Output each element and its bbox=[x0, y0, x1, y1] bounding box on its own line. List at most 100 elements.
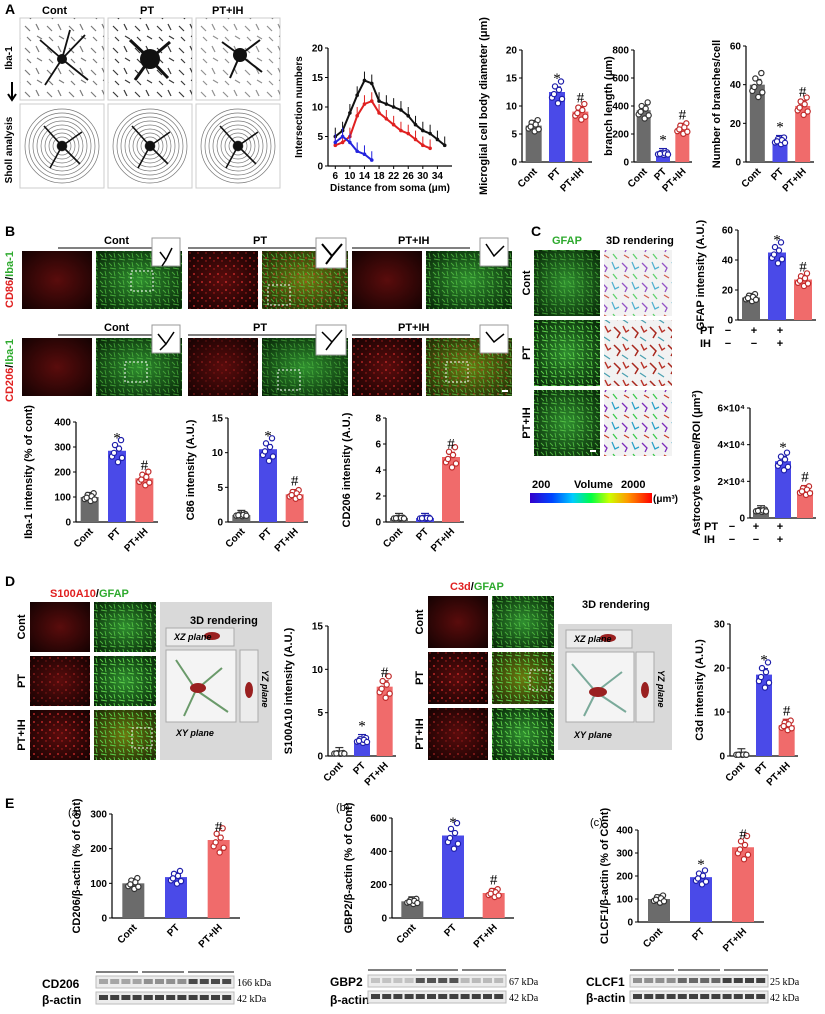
branches-ytick-label: 40 bbox=[730, 80, 742, 91]
c3d-dot-1 bbox=[765, 679, 773, 686]
cell-body-dot-0 bbox=[527, 123, 534, 130]
astro-volume-dot-0 bbox=[754, 507, 762, 515]
bands-clcf1-target-band bbox=[733, 978, 743, 983]
sholl-point-0 bbox=[421, 128, 425, 133]
c3d-dot-1 bbox=[761, 684, 769, 691]
panel-b-micrographs: Cont PT PT+IH Cont PT PT+IH bbox=[22, 235, 512, 396]
clcf1-blot-ytick-label: 400 bbox=[616, 826, 633, 837]
panel-d-right-micrographs: C3d/GFAP bbox=[428, 581, 554, 760]
cd206-dot-2 bbox=[448, 464, 456, 471]
bands-gbp2-target-band bbox=[415, 978, 425, 983]
c86-bar-1 bbox=[259, 449, 277, 522]
bands-gbp2-actin-band bbox=[471, 994, 481, 999]
iba1-category-1: PT bbox=[106, 526, 123, 543]
panel-c-row-ptih: PT+IH bbox=[521, 407, 533, 439]
c86-category-1: PT bbox=[257, 526, 274, 543]
panel-d-left-row-ptih: PT+IH bbox=[16, 719, 28, 751]
panel-d-left-row-pt: PT bbox=[16, 674, 28, 688]
s100a10-dot-2 bbox=[382, 694, 389, 701]
sholl-ring-0 bbox=[36, 120, 88, 172]
blot-gbp2-target: GBP2 bbox=[330, 975, 363, 989]
blot-clcf1: CLCF1 β-actin 25 kDa 42 kDa bbox=[586, 969, 800, 1005]
clcf1-blot-dot-1 bbox=[699, 872, 707, 880]
panel-a-row-iba1: Iba-1 bbox=[4, 46, 15, 70]
astro-volume-chart: 0 2×10⁴ 4×10⁴ 6×10⁴ Astrocyte volume/ROI (μm… bbox=[691, 390, 816, 536]
bands-gbp2-actin-band bbox=[415, 994, 425, 999]
branches-dot-0 bbox=[756, 79, 763, 86]
cd206-blot-category-2: PT+IH bbox=[197, 922, 225, 950]
sholl-ring-1 bbox=[128, 124, 172, 168]
blot-cd206-target: CD206 bbox=[42, 977, 80, 991]
branch-length-dot-0 bbox=[644, 99, 651, 106]
c86-chart: 0 5 10 15 C86 intensity (A.U.) Cont * PT # PT+IH bbox=[185, 414, 308, 554]
iba1-category-2: PT+IH bbox=[122, 526, 150, 554]
panel-c-col-gfap: GFAP bbox=[552, 235, 582, 247]
sholl-ring-0 bbox=[40, 124, 84, 168]
iba1-dot-1 bbox=[114, 458, 122, 466]
c3d-dot-1 bbox=[762, 668, 770, 676]
cd206-category-2: PT+IH bbox=[429, 526, 457, 554]
astro-volume-dot-1 bbox=[784, 463, 792, 471]
sholl-xtick-label: 18 bbox=[373, 171, 385, 182]
sholl-ring-2 bbox=[200, 108, 276, 184]
gfap-bar-1 bbox=[768, 252, 786, 320]
cell-body-dot-0 bbox=[535, 126, 542, 133]
astro-volume-dot-1 bbox=[783, 449, 791, 456]
cd206-ytick-label: 8 bbox=[375, 414, 381, 425]
cd206-blot-bar-1 bbox=[165, 877, 187, 918]
c86-ylabel: C86 intensity (A.U.) bbox=[185, 419, 197, 520]
bands-clcf1-target-band bbox=[633, 978, 642, 983]
astro-volume-bar-2 bbox=[797, 490, 813, 518]
cell-body-chart: 0 5 10 15 20 Microglial cell body diameter (μ… bbox=[478, 17, 592, 195]
sholl-soma-0 bbox=[57, 141, 67, 151]
cd206-blot-category-0: Cont bbox=[116, 922, 140, 946]
bands-cd206-actin-band bbox=[188, 995, 198, 1000]
bands-gbp2-target-band bbox=[371, 978, 380, 983]
bands-clcf1-target-band bbox=[689, 978, 698, 983]
table-astro-mark-0-2: + bbox=[777, 521, 783, 533]
sholl-ytick-label: 15 bbox=[312, 73, 324, 84]
gfap-condition-table: PT − + +IH − − + bbox=[700, 325, 783, 350]
gfap-dot-0 bbox=[744, 294, 752, 302]
arrow-down-icon bbox=[7, 82, 17, 102]
c86-dot-1 bbox=[265, 457, 273, 465]
sholl-xlabel: Distance from soma (μm) bbox=[330, 183, 450, 194]
gfap-dot-2 bbox=[796, 277, 804, 284]
cd206-blot-dot-0 bbox=[132, 879, 139, 886]
gfap-dot-1 bbox=[770, 251, 778, 258]
sholl-series-line-2 bbox=[334, 135, 373, 161]
sholl-ring-1 bbox=[132, 128, 168, 164]
blot-gbp2-actin-kda: 42 kDa bbox=[509, 993, 539, 1004]
iba1-mark-1: * bbox=[113, 430, 121, 446]
sholl-point-1 bbox=[421, 143, 425, 148]
branch-length-dot-1 bbox=[656, 150, 664, 158]
clcf1-blot-chart: 0 100 200 300 400 CLCF1/β-actin (% of Cont) Co… bbox=[599, 808, 764, 954]
branch-length-dot-0 bbox=[642, 105, 649, 112]
cell-body-bar-1 bbox=[549, 92, 565, 162]
panel-c-micrographs: GFAP 3D rendering bbox=[534, 235, 674, 456]
clcf1-blot-ytick-label: 0 bbox=[627, 918, 633, 929]
cd206-ytick-label: 0 bbox=[375, 518, 381, 529]
branches-dot-2 bbox=[803, 94, 810, 101]
gbp2-blot-bar-2 bbox=[482, 893, 505, 918]
gbp2-blot-ytick-label: 200 bbox=[370, 880, 387, 891]
cd206-blot-dot-2 bbox=[213, 830, 220, 837]
iba1-dot-1 bbox=[110, 449, 118, 457]
cell-body-category-2: PT+IH bbox=[558, 166, 586, 194]
bands-cd206-actin-band bbox=[143, 995, 153, 1000]
sholl-xtick-label: 34 bbox=[432, 171, 444, 182]
gfap-dot-1 bbox=[771, 243, 779, 251]
gfap-dot-2 bbox=[804, 280, 812, 287]
bands-gbp2-target-band bbox=[471, 978, 481, 983]
astro-volume-dot-1 bbox=[776, 459, 784, 467]
c86-bar-2 bbox=[285, 494, 304, 522]
bands-cd206-target-band bbox=[99, 979, 108, 984]
d-left-xz: XZ plane bbox=[173, 632, 212, 642]
gbp2-blot-dot-2 bbox=[495, 892, 502, 899]
branch-length-ytick-label: 400 bbox=[612, 102, 629, 113]
sholl-soma-1 bbox=[145, 141, 155, 151]
bands-cd206-target-band bbox=[155, 979, 164, 984]
sholl-point-1 bbox=[428, 146, 432, 151]
s100a10-dot-2 bbox=[383, 681, 390, 688]
c86-mark-1: * bbox=[264, 429, 272, 445]
